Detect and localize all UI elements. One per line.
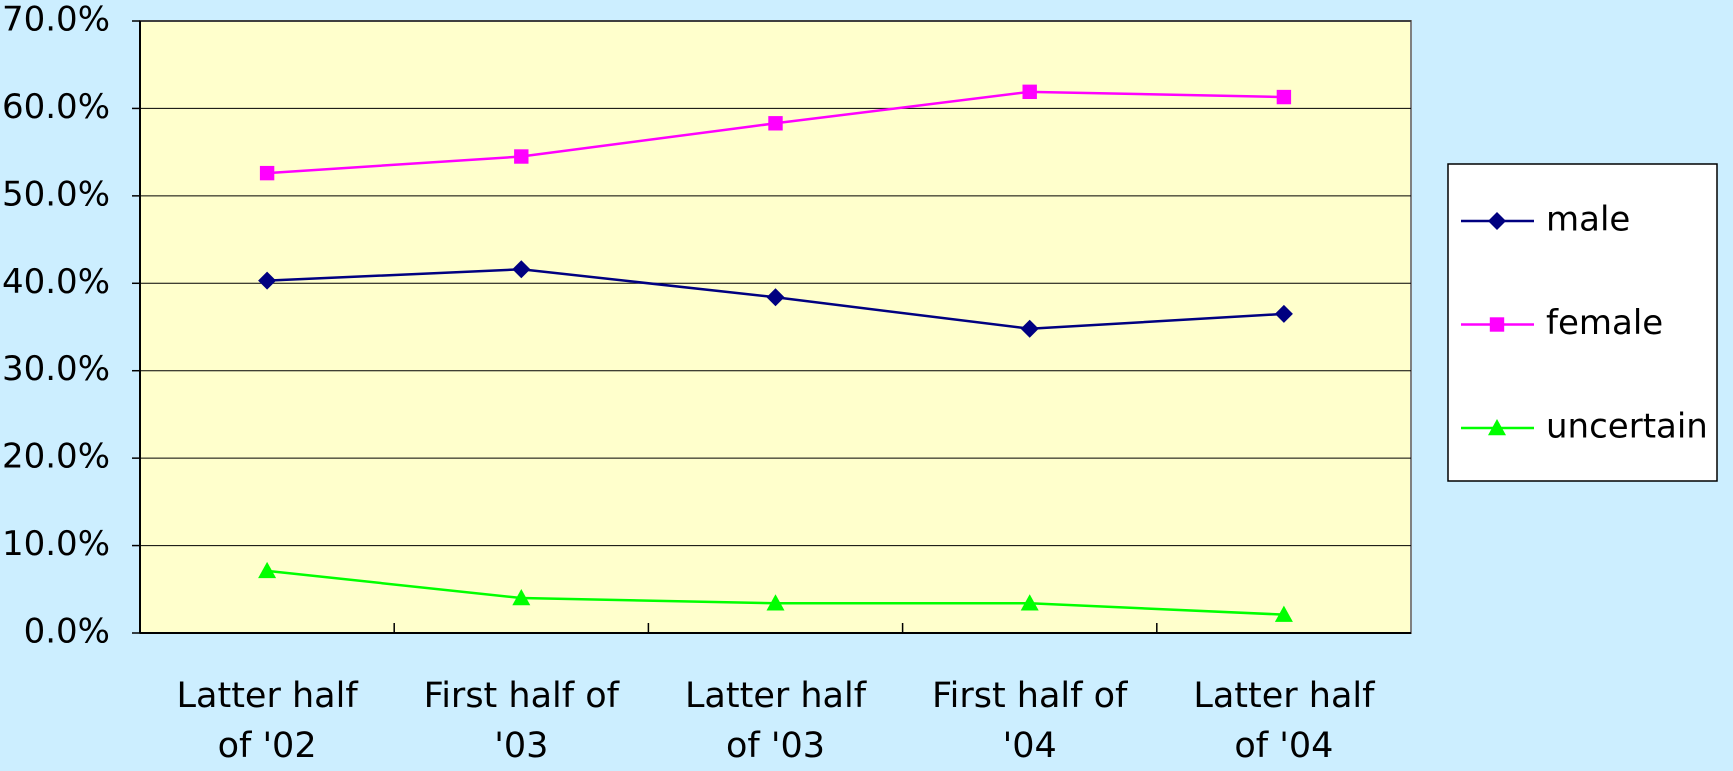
y-tick-label: 0.0% — [24, 612, 110, 652]
marker — [258, 561, 277, 579]
marker — [512, 589, 531, 606]
marker — [1276, 89, 1292, 105]
marker — [1488, 419, 1506, 436]
marker — [1020, 594, 1039, 611]
legend-label: male — [1546, 200, 1630, 240]
marker — [768, 116, 783, 131]
x-tick-label: First half of '04 — [932, 676, 1128, 766]
x-tick-label: Latter half of '03 — [684, 676, 867, 766]
y-tick-label: 10.0% — [2, 524, 110, 564]
x-tick-label: First half of '03 — [423, 676, 619, 766]
y-tick-label: 40.0% — [2, 262, 110, 302]
marker — [1022, 84, 1037, 100]
marker — [1274, 304, 1293, 323]
marker — [1274, 605, 1293, 622]
y-tick-label: 30.0% — [2, 349, 110, 389]
legend-label: uncertain — [1546, 407, 1708, 447]
marker — [1489, 317, 1505, 332]
y-tick-label: 20.0% — [2, 437, 110, 477]
marker — [258, 271, 277, 290]
legend-label: female — [1546, 303, 1663, 343]
x-tick-label: Latter half of '04 — [1193, 676, 1375, 766]
y-tick-label: 70.0% — [2, 0, 110, 40]
y-tick-label: 50.0% — [2, 174, 110, 214]
marker — [514, 149, 529, 164]
marker — [259, 165, 275, 181]
marker — [766, 594, 785, 611]
plot-area — [139, 20, 1412, 634]
marker — [1488, 212, 1506, 230]
y-tick-label: 60.0% — [2, 87, 110, 127]
marker — [1020, 319, 1039, 338]
marker — [512, 260, 531, 279]
x-tick-label: Latter half of '02 — [176, 676, 358, 766]
marker — [766, 288, 785, 307]
